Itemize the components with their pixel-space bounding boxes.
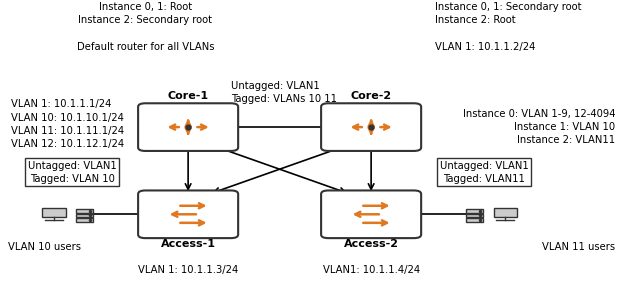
Text: VLAN1: 10.1.1.4/24: VLAN1: 10.1.1.4/24 <box>323 265 420 275</box>
FancyBboxPatch shape <box>76 218 93 222</box>
Text: Core-1: Core-1 <box>168 91 208 101</box>
FancyBboxPatch shape <box>466 209 484 213</box>
Text: VLAN 1: 10.1.1.3/24: VLAN 1: 10.1.1.3/24 <box>138 265 238 275</box>
Text: Untagged: VLAN1
Tagged: VLAN 10: Untagged: VLAN1 Tagged: VLAN 10 <box>28 161 117 184</box>
Text: VLAN 1: 10.1.1.1/24
VLAN 10: 10.1.10.1/24
VLAN 11: 10.1.11.1/24
VLAN 12: 10.1.12: VLAN 1: 10.1.1.1/24 VLAN 10: 10.1.10.1/2… <box>11 99 124 149</box>
Text: Access-2: Access-2 <box>344 239 399 249</box>
FancyBboxPatch shape <box>76 214 93 217</box>
FancyBboxPatch shape <box>138 190 238 238</box>
FancyBboxPatch shape <box>76 209 93 213</box>
FancyBboxPatch shape <box>466 218 484 222</box>
FancyBboxPatch shape <box>42 208 66 217</box>
FancyBboxPatch shape <box>138 103 238 151</box>
Text: Instance 0, 1: Secondary root
Instance 2: Root

VLAN 1: 10.1.1.2/24: Instance 0, 1: Secondary root Instance 2… <box>435 2 582 52</box>
Text: Untagged: VLAN1
Tagged: VLANs 10 11: Untagged: VLAN1 Tagged: VLANs 10 11 <box>231 81 337 104</box>
Text: VLAN 11 users: VLAN 11 users <box>542 242 615 252</box>
Text: Instance 0: VLAN 1-9, 12-4094
Instance 1: VLAN 10
Instance 2: VLAN11: Instance 0: VLAN 1-9, 12-4094 Instance 1… <box>462 109 615 145</box>
FancyBboxPatch shape <box>466 214 484 217</box>
Text: Access-1: Access-1 <box>160 239 216 249</box>
Text: Untagged: VLAN1
Tagged: VLAN11: Untagged: VLAN1 Tagged: VLAN11 <box>439 161 529 184</box>
FancyBboxPatch shape <box>321 190 421 238</box>
FancyBboxPatch shape <box>321 103 421 151</box>
Text: Core-2: Core-2 <box>351 91 392 101</box>
Text: VLAN 10 users: VLAN 10 users <box>8 242 81 252</box>
Text: Instance 0, 1: Root
Instance 2: Secondary root

Default router for all VLANs: Instance 0, 1: Root Instance 2: Secondar… <box>77 2 214 52</box>
FancyBboxPatch shape <box>494 208 517 217</box>
